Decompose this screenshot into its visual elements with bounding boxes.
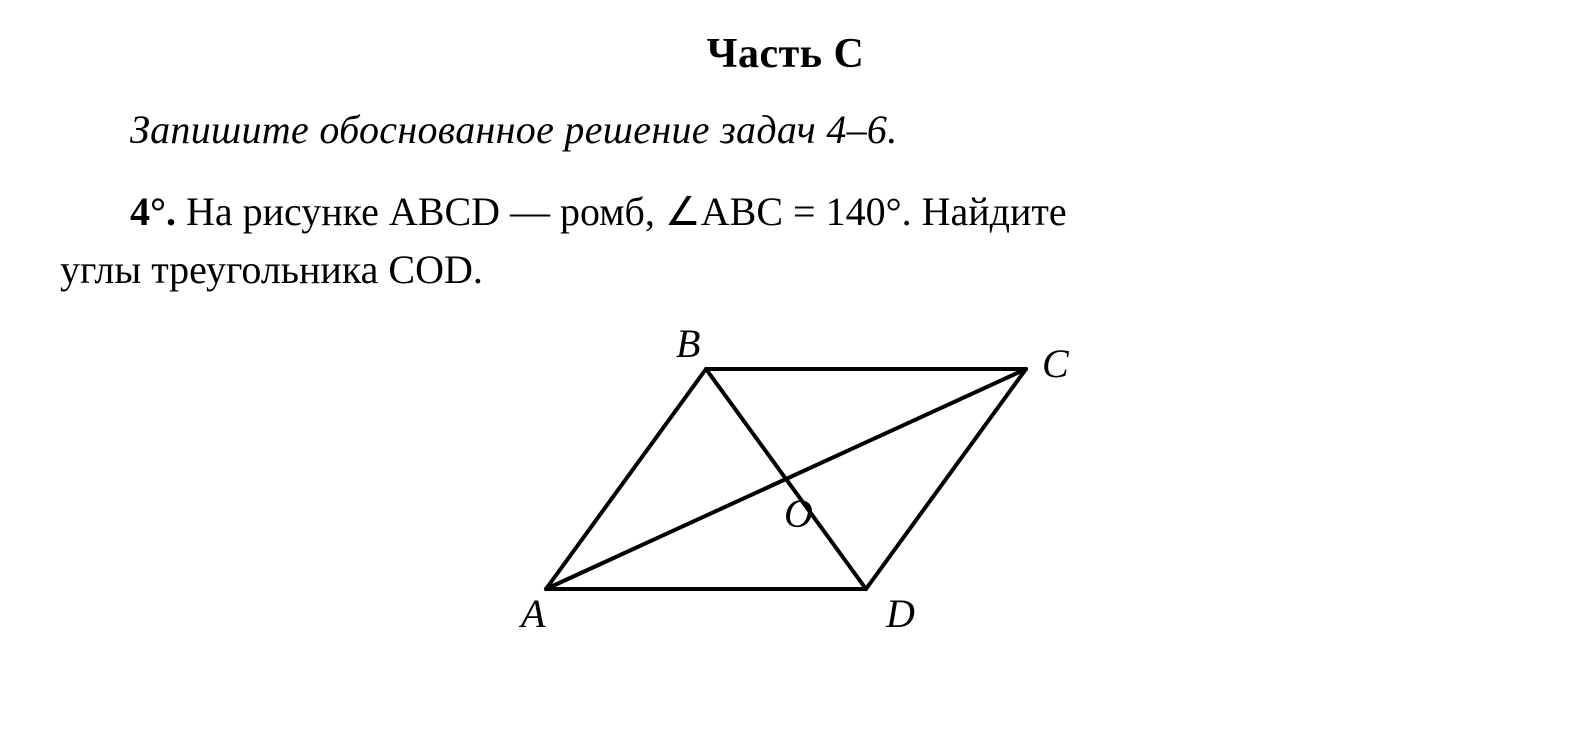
vertex-label-B: B (676, 321, 700, 366)
rhombus-figure: A B C D O (466, 309, 1106, 649)
vertex-label-C: C (1042, 341, 1070, 386)
problem-number: 4°. (130, 189, 176, 234)
vertex-label-D: D (885, 591, 915, 636)
problem-line2: углы треугольника COD. (60, 241, 1511, 299)
vertex-label-A: A (518, 591, 546, 636)
figure-container: A B C D O (60, 309, 1511, 649)
problem-4: 4°. На рисунке ABCD — ромб, ∠ABC = 140°.… (60, 183, 1511, 299)
problem-line1: На рисунке ABCD — ромб, ∠ABC = 140°. Най… (176, 189, 1067, 234)
vertex-label-O: O (784, 491, 813, 536)
instruction-text: Запишите обоснованное решение задач 4–6. (60, 106, 1511, 153)
section-title: Часть C (60, 30, 1511, 78)
